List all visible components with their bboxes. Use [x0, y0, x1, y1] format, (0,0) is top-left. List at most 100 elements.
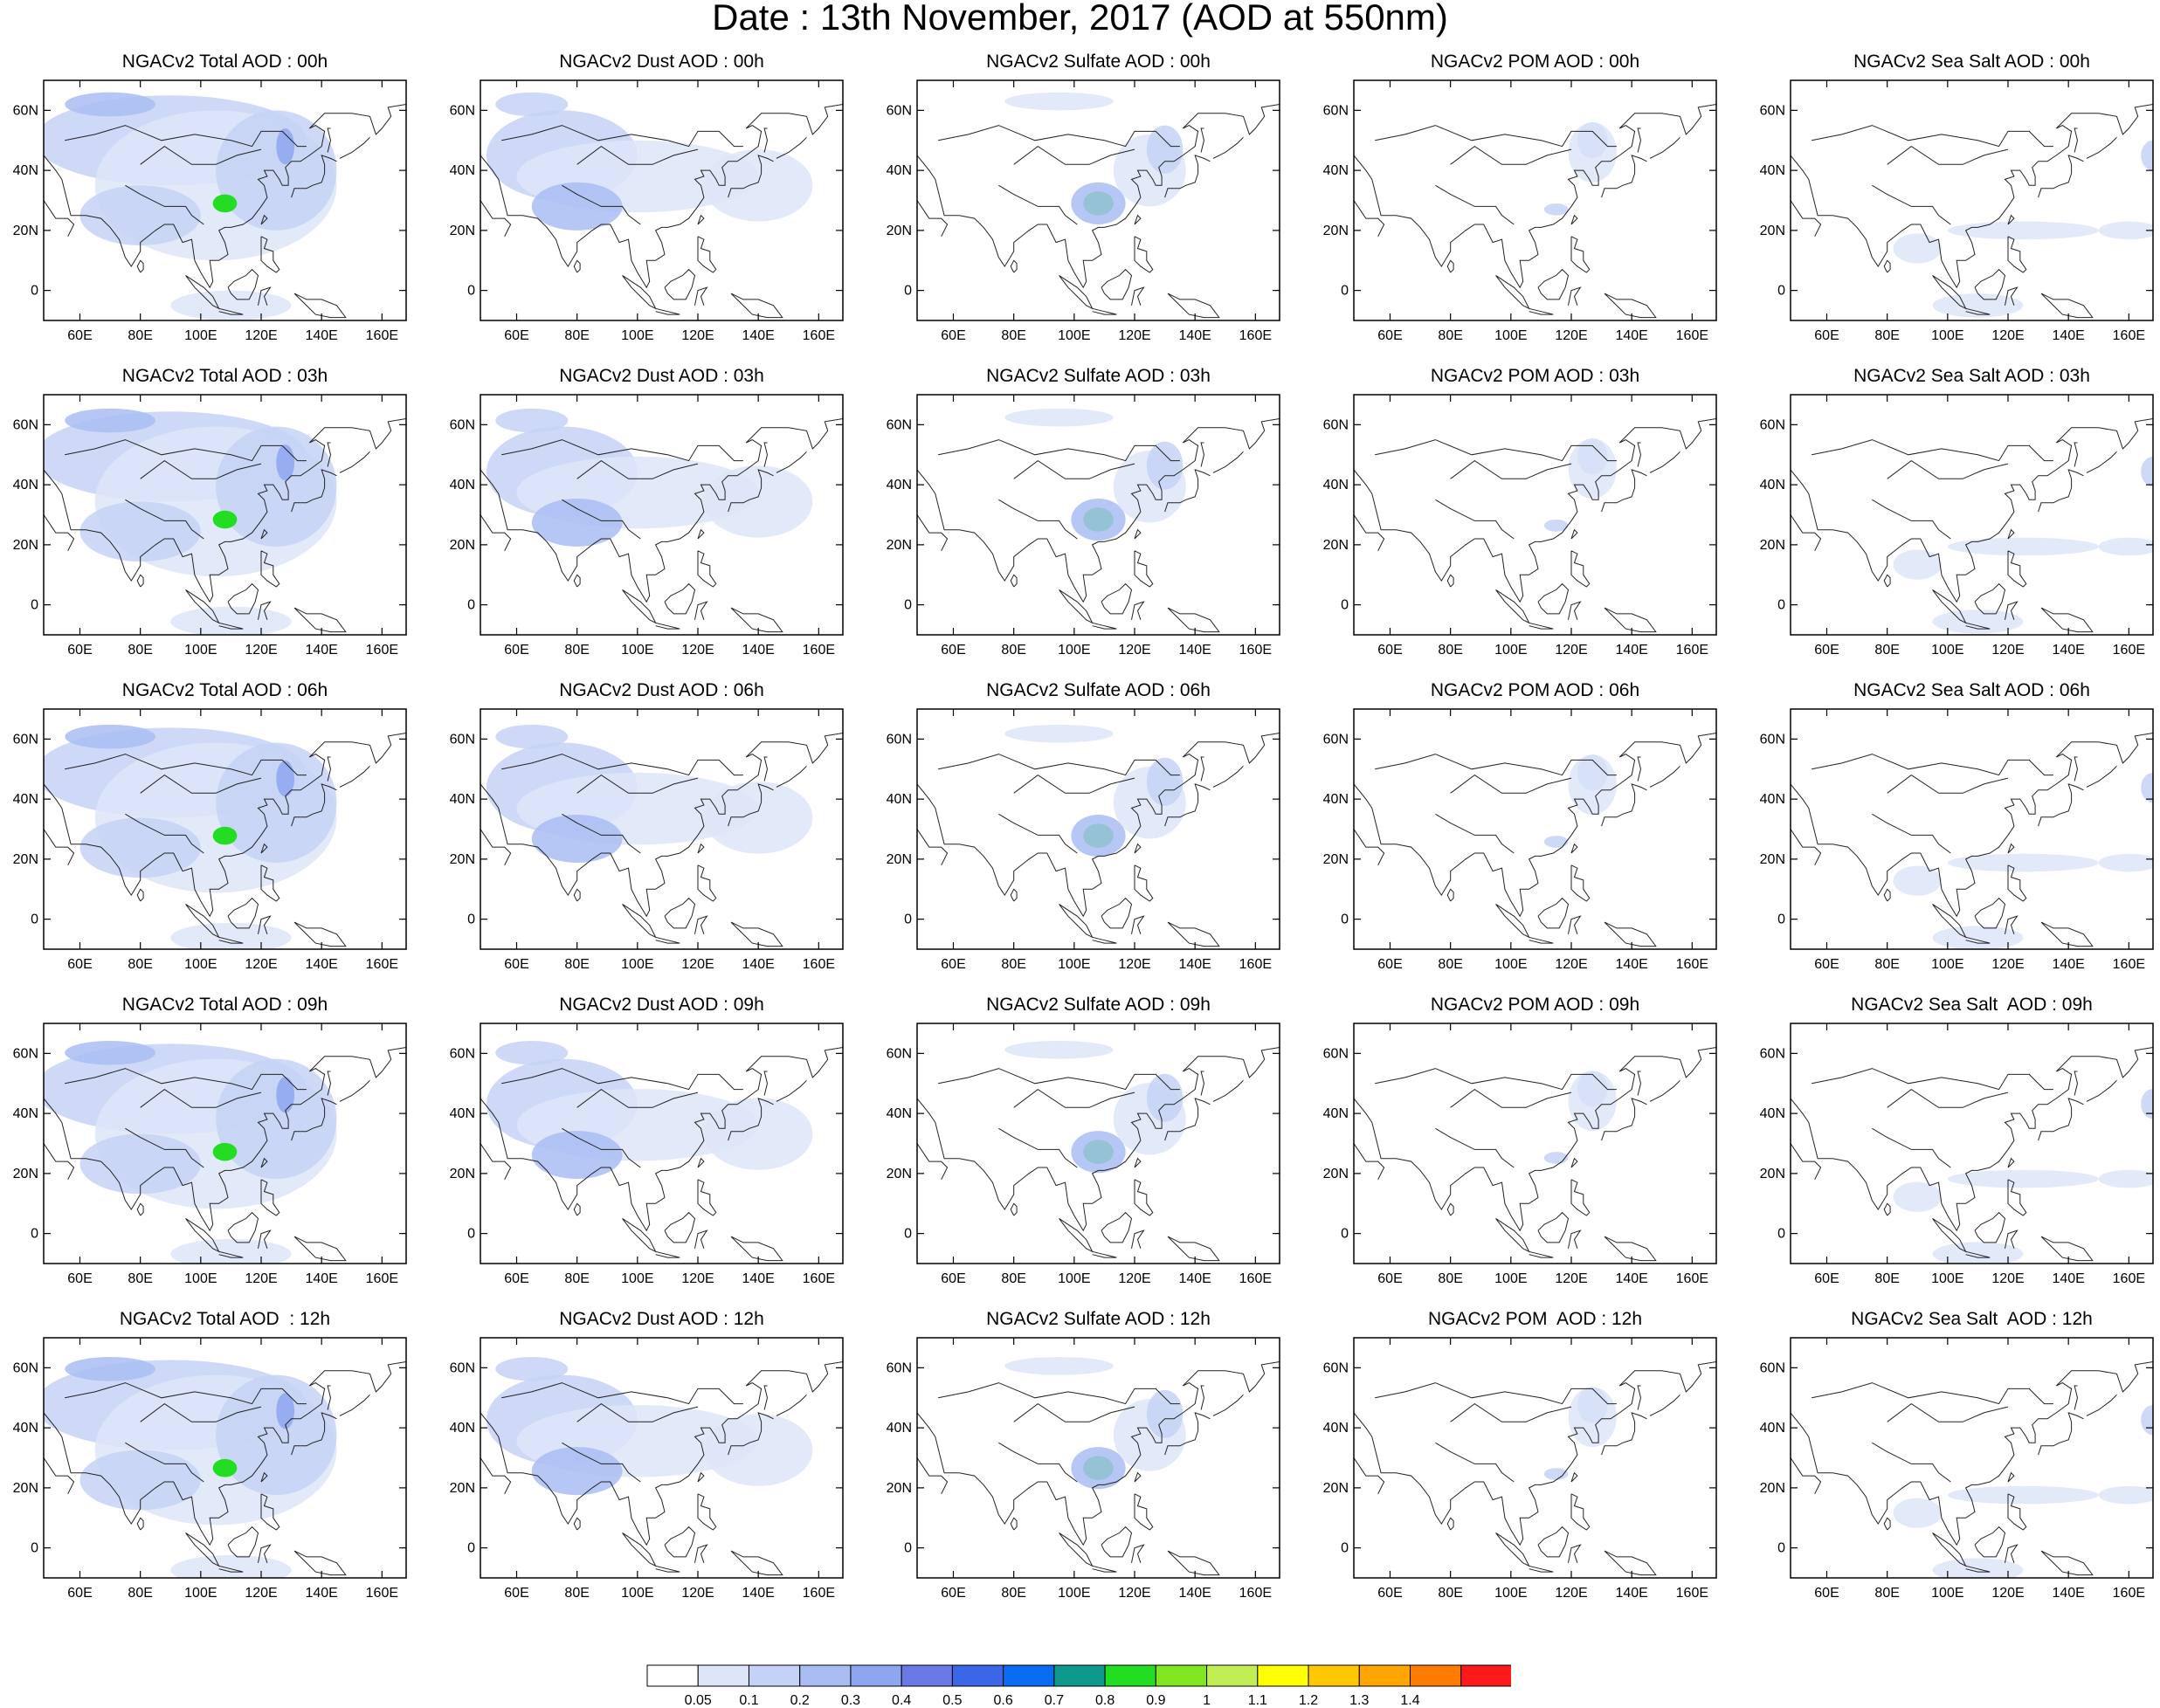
lon-tick-label: 100E [621, 957, 653, 972]
coastline [1570, 864, 1591, 902]
map-panel-dust-0: NGACv2 Dust AOD : 00h 60E 80E 100E 120E 140E 1… [450, 52, 852, 347]
colorbar-legend: 0.05 0.1 0.2 0.3 0.4 0.5 0.6 0.7 0.8 0.9 1 1.1 1.2 1.… [646, 1664, 1511, 1708]
coastline [1537, 268, 1570, 300]
coastline [917, 1361, 1280, 1546]
colorbar-label: 0.05 [685, 1693, 712, 1708]
page-title: Date : 13th November, 2017 (AOD at 550nm… [712, 0, 1448, 38]
map-frame [1790, 708, 2154, 950]
aod-region [216, 426, 337, 547]
lon-tick-label: 160E [2113, 643, 2145, 658]
coastline [1812, 439, 2053, 462]
lon-tick-label: 100E [1494, 1271, 1527, 1286]
lat-tick-label: 60N [887, 1046, 912, 1061]
coastline [1435, 1127, 1515, 1168]
aod-region [1947, 221, 2099, 240]
lat-tick-label: 60N [450, 732, 475, 747]
coastline [1134, 1179, 1154, 1216]
lon-tick-label: 80E [1001, 643, 1025, 658]
aod-region [1947, 1169, 2099, 1188]
lon-tick-label: 120E [1555, 643, 1587, 658]
lon-tick-label: 120E [681, 1271, 714, 1286]
coastline [1450, 1402, 1572, 1422]
lon-tick-label: 80E [1001, 1586, 1025, 1601]
coastline [730, 921, 783, 947]
aod-field [917, 1040, 1280, 1262]
coastline [1568, 1544, 1582, 1563]
coastline [260, 843, 268, 854]
coastline [44, 1047, 406, 1232]
lat-tick-label: 60N [450, 1046, 475, 1061]
lon-tick-label: 160E [366, 328, 398, 343]
lon-tick-label: 120E [245, 643, 277, 658]
coastline [480, 1361, 843, 1546]
coastline [1883, 1517, 1891, 1531]
aod-field [480, 1357, 843, 1576]
coastline [776, 136, 807, 159]
lon-tick-label: 140E [305, 957, 337, 972]
coastline [2038, 1412, 2084, 1456]
aod-region [170, 1238, 292, 1264]
map-panel-pom-0: NGACv2 POM AOD : 00h 60E 80E 100E 120E 140E 16… [1323, 52, 1725, 347]
coastline [697, 214, 705, 225]
coastline [501, 439, 743, 462]
lat-tick-label: 40N [13, 792, 38, 807]
aod-region [1004, 1040, 1114, 1059]
aod-region [1932, 926, 2024, 949]
lon-tick-label: 160E [803, 957, 835, 972]
lat-tick-label: 60N [1323, 1046, 1349, 1061]
coastline [2038, 1098, 2084, 1141]
coastline [1354, 1143, 1385, 1181]
aod-field [44, 1040, 406, 1264]
coastline [125, 1442, 204, 1483]
lon-tick-label: 100E [1058, 643, 1090, 658]
lat-tick-label: 60N [1760, 103, 1785, 118]
coastline [917, 418, 1280, 603]
coastline [1134, 864, 1154, 902]
map-panel-seasalt-3: NGACv2 Sea Salt AOD : 09h 60E 80E 100E 120E 1… [1760, 995, 2160, 1290]
lat-tick-label: 40N [1323, 1106, 1349, 1121]
lon-tick-label: 140E [1615, 328, 1647, 343]
aod-region [216, 742, 337, 863]
lon-tick-label: 60E [1377, 643, 1402, 658]
coastline [1495, 1532, 1530, 1567]
map-plot: 60E 80E 100E 120E 140E 160E 60N 40N 20N 0 [13, 1337, 407, 1601]
coastline [1450, 145, 1572, 165]
aod-region [1932, 610, 2024, 634]
lon-tick-label: 60E [1814, 643, 1839, 658]
coastline [776, 1079, 807, 1102]
lon-tick-label: 80E [564, 328, 589, 343]
lon-tick-label: 120E [1118, 957, 1150, 972]
coastline [2074, 442, 2079, 467]
coastline [480, 514, 512, 552]
colorbar-label: 0.5 [942, 1693, 962, 1708]
lon-tick-label: 100E [1494, 328, 1527, 343]
colorbar-swatch [1308, 1664, 1360, 1687]
lon-tick-label: 160E [1239, 957, 1272, 972]
coastline [1887, 145, 2009, 165]
coastline [1637, 1071, 1642, 1096]
coastline [1883, 1202, 1891, 1216]
map-plot: 60E 80E 100E 120E 140E 160E 60N 40N 20N 0 [1323, 394, 1717, 658]
lon-tick-label: 160E [366, 1586, 398, 1601]
coastline [576, 1088, 699, 1108]
map-plot: 60E 80E 100E 120E 140E 160E 60N 40N 20N 0 [450, 1337, 844, 1601]
lon-tick-label: 140E [2052, 328, 2084, 343]
colorbar-swatch [1410, 1664, 1462, 1687]
aod-region [1893, 233, 1942, 264]
coastline [260, 1179, 280, 1216]
lon-tick-label: 120E [245, 1586, 277, 1601]
coastline [655, 1565, 680, 1573]
coastline [260, 1471, 268, 1483]
aod-region [1568, 438, 1617, 499]
lat-tick-label: 0 [904, 284, 912, 299]
colorbar-swatch [901, 1664, 953, 1687]
coastline [480, 1457, 512, 1495]
lat-tick-label: 0 [1341, 1541, 1349, 1556]
panel-title: NGACv2 Dust AOD : 00h [559, 52, 764, 72]
lon-tick-label: 120E [1555, 957, 1587, 972]
coastline [576, 774, 699, 794]
lon-tick-label: 80E [1438, 643, 1462, 658]
lat-tick-label: 40N [1760, 1421, 1785, 1436]
aod-field [44, 408, 406, 635]
panel-title: NGACv2 Total AOD : 00h [121, 52, 328, 72]
